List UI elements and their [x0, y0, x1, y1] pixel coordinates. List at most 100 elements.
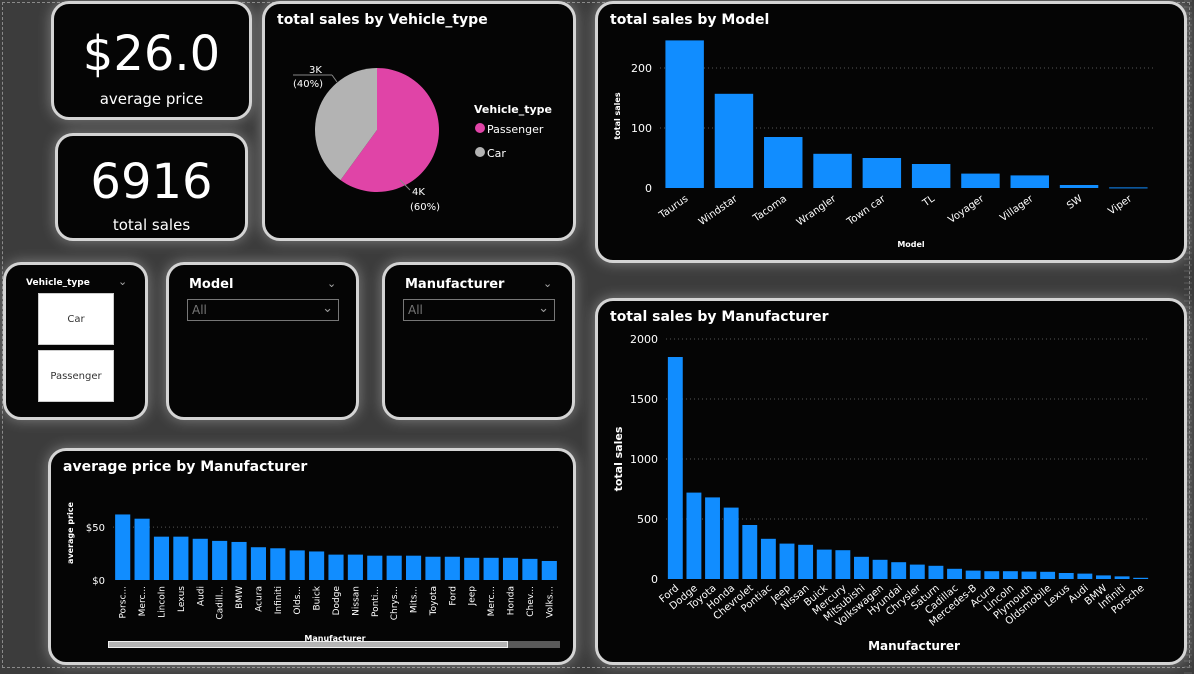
- bar-tacoma[interactable]: [764, 137, 803, 188]
- y-tick-label: $50: [86, 523, 105, 534]
- chevron-down-icon[interactable]: ⌄: [543, 277, 553, 290]
- model-slicer[interactable]: Model ⌄ All ⌄: [166, 262, 359, 420]
- bar-town-car[interactable]: [862, 158, 902, 188]
- bar-porsc-[interactable]: [115, 514, 131, 580]
- bar-villager[interactable]: [1010, 175, 1049, 188]
- bar-ford[interactable]: [667, 357, 683, 579]
- bar-cadill-[interactable]: [212, 540, 228, 580]
- bar-chrysler[interactable]: [909, 564, 925, 579]
- bar-chev-[interactable]: [522, 558, 538, 580]
- bar-bmw[interactable]: [231, 541, 247, 580]
- bar-honda[interactable]: [502, 557, 519, 580]
- model-dropdown-value: All: [192, 303, 207, 317]
- bar-taurus[interactable]: [665, 40, 704, 189]
- bar-jeep[interactable]: [464, 557, 480, 580]
- model-dropdown[interactable]: All ⌄: [187, 299, 339, 321]
- slicer-tile-passenger[interactable]: Passenger: [38, 350, 114, 402]
- bar-dodge[interactable]: [328, 554, 344, 580]
- bar-ponti-[interactable]: [367, 555, 383, 580]
- x-axis-title: Manufacturer: [304, 634, 365, 643]
- vehicle-type-slicer-title: Vehicle_type: [26, 278, 90, 288]
- pie-slice-passenger[interactable]: [340, 68, 439, 193]
- bar-volkswagen[interactable]: [872, 559, 888, 579]
- bar-chrys-[interactable]: [386, 555, 402, 580]
- bar-oldsmobile[interactable]: [1040, 571, 1056, 579]
- bar-audi[interactable]: [1077, 573, 1093, 579]
- manufacturer-slicer-title: Manufacturer: [405, 277, 505, 292]
- x-tick-label: Audi: [196, 586, 206, 606]
- x-tick-label: Acura: [254, 586, 264, 612]
- x-tick-label: Chev...: [526, 586, 536, 617]
- bar-jeep[interactable]: [779, 543, 795, 579]
- bar-mercedes-b[interactable]: [965, 570, 981, 579]
- bar-infiniti[interactable]: [270, 548, 286, 580]
- bar-viper[interactable]: [1109, 187, 1148, 189]
- vehicle-type-slicer[interactable]: Vehicle_type ⌄ Car Passenger: [3, 262, 148, 420]
- bar-cadillac[interactable]: [947, 568, 962, 579]
- bar-nissan[interactable]: [347, 554, 363, 580]
- bar-nissan[interactable]: [798, 544, 814, 579]
- bar-merc-[interactable]: [483, 557, 499, 580]
- legend-car-label[interactable]: Car: [487, 147, 506, 160]
- bar-lexus[interactable]: [1058, 573, 1074, 579]
- manufacturer-slicer[interactable]: Manufacturer ⌄ All ⌄: [382, 262, 575, 420]
- bar-mercury[interactable]: [835, 550, 851, 579]
- manufacturer-chart-card[interactable]: total sales by Manufacturer 0 500 1000 1500…: [595, 298, 1187, 665]
- y-axis-title: total sales: [612, 426, 625, 491]
- bar-porsche[interactable]: [1133, 577, 1149, 579]
- model-chart-card[interactable]: total sales by Model 0 100 200 Taurus Windst…: [595, 1, 1187, 263]
- avgprice-chart-card[interactable]: average price by Manufacturer $0 $50 Porsc…: [48, 448, 576, 665]
- bar-lincoln[interactable]: [1002, 571, 1018, 579]
- y-tick-label: 1500: [630, 393, 658, 406]
- chart-scrollbar[interactable]: [108, 641, 560, 648]
- bar-acura[interactable]: [984, 571, 1000, 579]
- bar-merc-[interactable]: [134, 518, 150, 580]
- bar-olds-[interactable]: [289, 550, 305, 580]
- bar-sw[interactable]: [1059, 185, 1099, 188]
- slicer-tile-car[interactable]: Car: [38, 293, 114, 345]
- bar-ford[interactable]: [444, 556, 460, 580]
- car-slice-value: 3K: [309, 65, 322, 76]
- bar-windstar[interactable]: [714, 93, 754, 188]
- bar-saturn[interactable]: [928, 565, 944, 579]
- x-tick-label: Dodge: [332, 586, 342, 616]
- bar-buick[interactable]: [816, 549, 832, 579]
- bar-toyota[interactable]: [705, 497, 720, 579]
- chart-scrollbar-thumb[interactable]: [108, 641, 508, 648]
- chevron-down-icon[interactable]: ⌄: [118, 275, 128, 288]
- bar-voyager[interactable]: [961, 173, 1000, 188]
- total-sales-card[interactable]: 6916 total sales: [55, 133, 248, 241]
- manufacturer-dropdown[interactable]: All ⌄: [403, 299, 555, 321]
- bar-chevrolet[interactable]: [742, 525, 758, 579]
- pie-chart-svg: 3K (40%) 4K (60%) Vehicle_type Passenger…: [293, 65, 552, 213]
- bar-volks-[interactable]: [541, 560, 557, 580]
- legend-passenger-label[interactable]: Passenger: [487, 123, 544, 136]
- y-axis-title: average price: [66, 501, 75, 563]
- bar-hyundai[interactable]: [891, 562, 907, 579]
- x-tick-label: Toyota: [429, 586, 439, 616]
- x-tick-label: Lincoln: [157, 586, 167, 618]
- bar-pontiac[interactable]: [760, 538, 776, 579]
- pie-slice-car[interactable]: [315, 68, 377, 181]
- bar-lincoln[interactable]: [153, 536, 170, 580]
- bar-acura[interactable]: [250, 547, 266, 580]
- bar-tl[interactable]: [911, 164, 951, 188]
- x-tick-label: Voyager: [946, 193, 986, 226]
- bar-dodge[interactable]: [686, 492, 702, 579]
- bar-honda[interactable]: [723, 507, 739, 579]
- bar-mits-[interactable]: [406, 555, 422, 580]
- avg-price-card[interactable]: $26.0 average price: [51, 1, 252, 120]
- bar-audi[interactable]: [192, 538, 208, 580]
- bar-buick[interactable]: [309, 551, 325, 580]
- pie-chart-card[interactable]: total sales by Vehicle_type 3K (40%) 4K …: [262, 1, 576, 241]
- bar-bmw[interactable]: [1096, 575, 1111, 579]
- chevron-down-icon[interactable]: ⌄: [327, 277, 337, 290]
- x-tick-label: Lexus: [177, 586, 187, 612]
- bar-infiniti[interactable]: [1114, 576, 1130, 579]
- x-tick-label: Windstar: [697, 193, 740, 228]
- bar-toyota[interactable]: [425, 556, 441, 580]
- bar-wrangler[interactable]: [813, 153, 852, 188]
- bar-plymouth[interactable]: [1021, 571, 1037, 579]
- bar-mitsubishi[interactable]: [854, 556, 869, 579]
- bar-lexus[interactable]: [173, 536, 189, 580]
